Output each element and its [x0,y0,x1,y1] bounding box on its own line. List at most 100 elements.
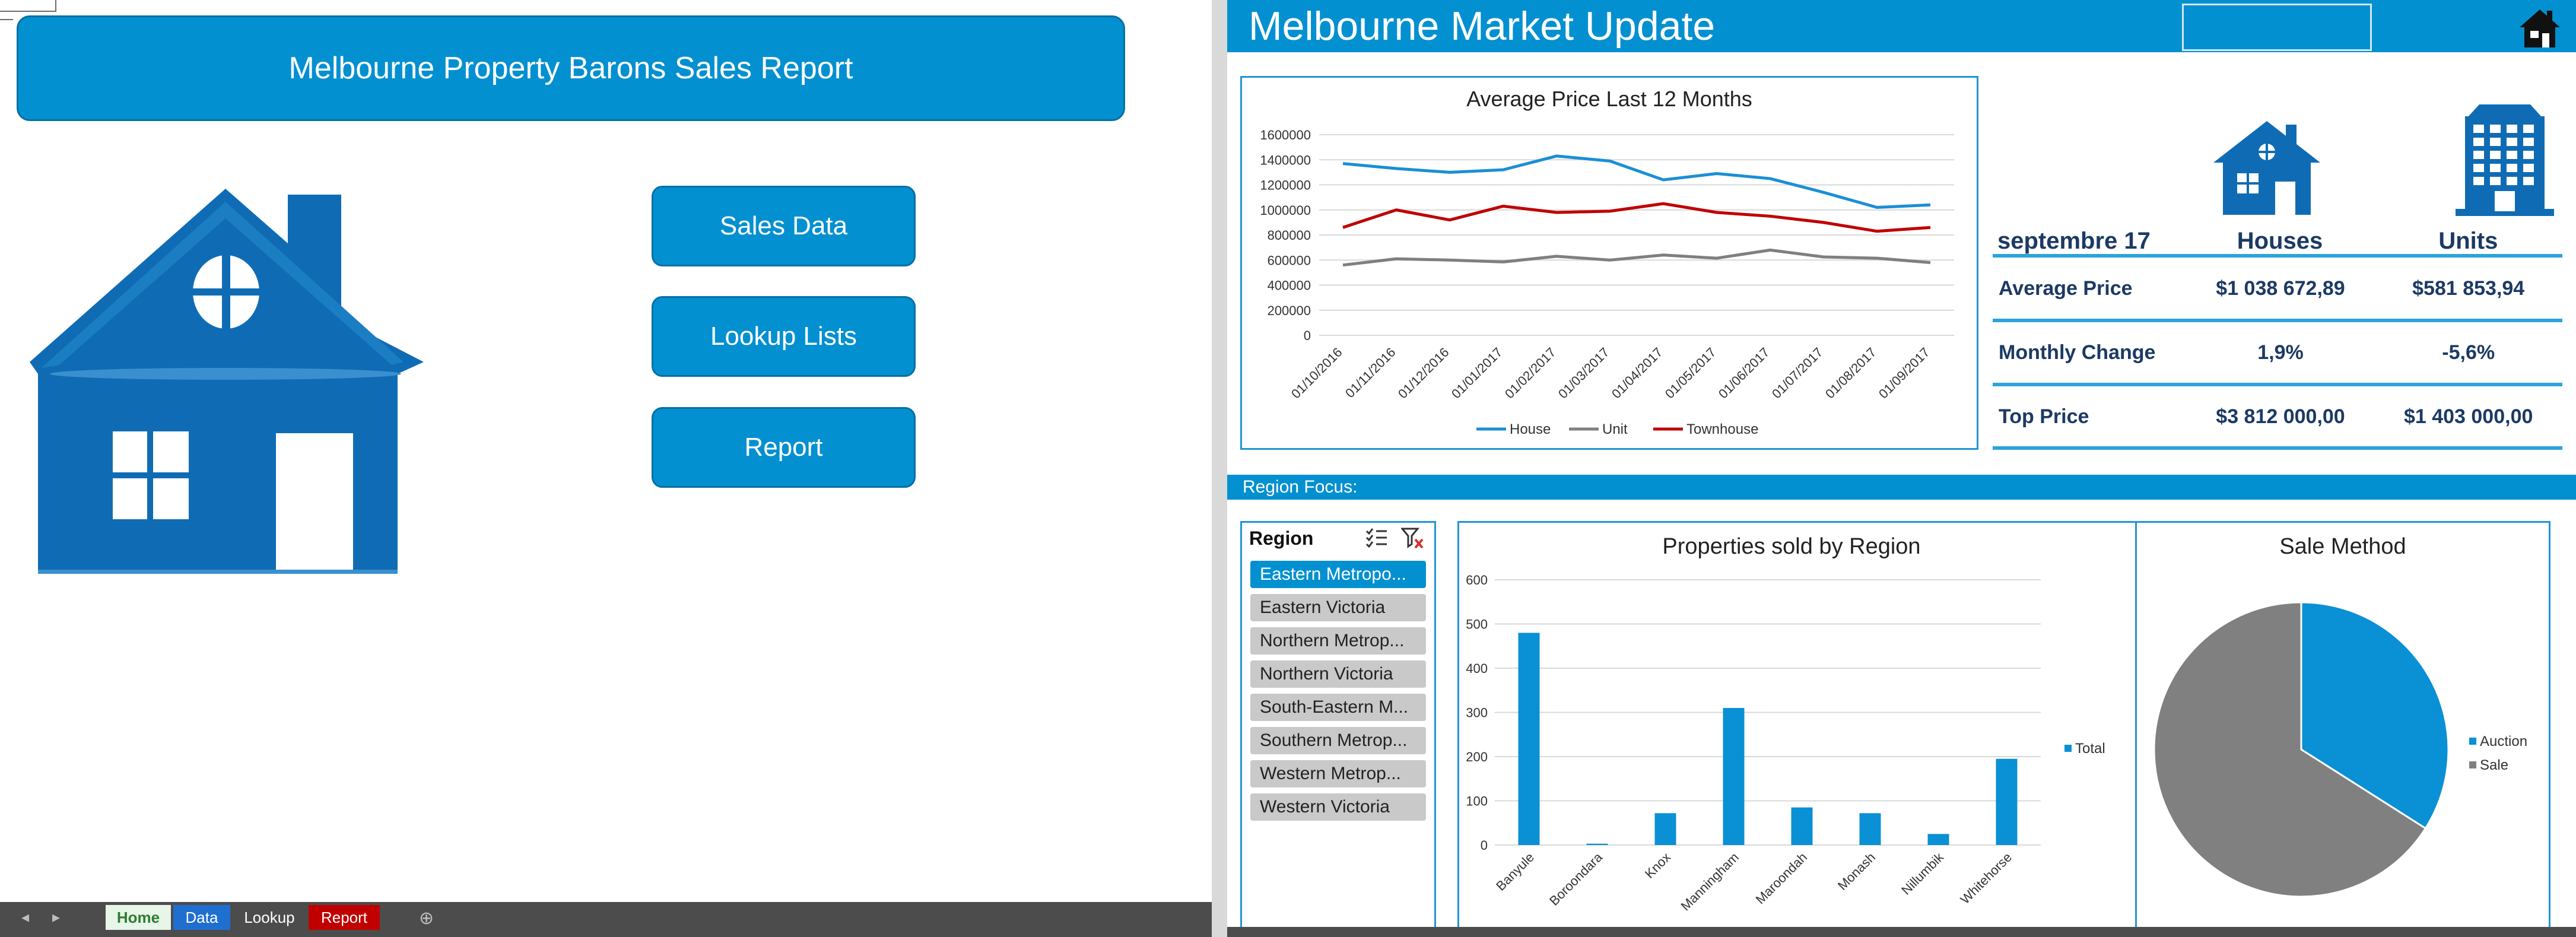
y-tick-label: 100 [1466,794,1488,809]
y-tick-label: 800000 [1268,228,1311,243]
sheet-tab-bar-strip [1227,927,2576,937]
report-button[interactable]: Report [652,407,916,488]
x-tick-label: 01/08/2017 [1822,345,1879,402]
y-tick-label: 600 [1466,573,1488,587]
stats-header-row: septembre 17 Houses Units [1993,211,2562,271]
stats-divider [1993,446,2562,450]
sheet-tab-report[interactable]: Report [309,905,380,930]
series-line-house [1342,154,1931,209]
slicer-item[interactable]: Southern Metrop... [1250,727,1426,754]
slicer-item[interactable]: South-Eastern M... [1250,694,1426,721]
monthly-change-row: Monthly Change 1,9% -5,6% [1993,323,2562,382]
average-price-row: Average Price $1 038 672,89 $581 853,94 [1993,259,2562,318]
units-column-header: Units [2438,227,2498,254]
selected-cell[interactable] [2182,4,2372,51]
slicer-item[interactable]: Western Metrop... [1250,760,1426,787]
x-tick-label: Nillumbik [1898,849,1946,897]
houses-value: 1,9% [2257,341,2304,364]
pie-slice-sale [2153,601,2427,898]
window-divider [1212,0,1227,937]
x-tick-label: Knox [1642,850,1673,881]
y-tick-label: 0 [1304,328,1311,343]
legend-label: Total [2075,741,2105,757]
legend-label: Auction [2480,733,2527,749]
x-tick-label: 01/01/2017 [1449,345,1505,402]
slicer-item[interactable]: Northern Metrop... [1250,627,1426,655]
stats-divider [1993,254,2562,258]
x-tick-label: 01/05/2017 [1662,345,1719,402]
grid-corner-cell[interactable] [0,0,56,12]
y-tick-label: 400000 [1268,278,1311,293]
pie-chart-panel: Sale Method Auction Sale [2135,521,2550,936]
y-tick-label: 1000000 [1260,203,1311,218]
x-tick-label: 01/07/2017 [1769,345,1826,402]
house-icon[interactable] [2518,7,2561,49]
x-tick-label: 01/06/2017 [1716,345,1773,402]
x-tick-label: 01/04/2017 [1609,345,1666,402]
region-focus-bar: Region Focus: [1227,475,2576,500]
house-icon [2213,121,2320,215]
sheet-tab-label: Home [116,908,160,926]
sheet-tab-lookup[interactable]: Lookup [233,905,306,930]
legend-label: Unit [1602,421,1628,437]
bar-whitehorse [1996,758,2018,845]
sheet-tab-home[interactable]: Home [106,905,171,930]
sheet-tab-data[interactable]: Data [173,905,230,930]
properties-by-region-bar-chart: Properties sold by Region 0 100 200 300 400 50… [1466,534,2105,913]
slicer-item[interactable]: Eastern Victoria [1250,594,1426,621]
sheet-prev-icon[interactable]: ◂ [21,908,30,926]
legend-swatch [2064,745,2072,752]
chart-title: Average Price Last 12 Months [1466,87,1752,111]
x-tick-label: Boroondara [1546,849,1606,909]
slicer-item[interactable]: Northern Victoria [1250,660,1426,688]
units-value: $581 853,94 [2412,277,2525,300]
y-tick-label: 1200000 [1260,178,1311,193]
bar-maroondah [1791,807,1813,845]
apartment-building-icon [2456,104,2554,216]
region-slicer: Region Eastern Metropo... Eastern Victori… [1240,521,1436,936]
slicer-item[interactable]: Western Victoria [1250,793,1426,821]
row-label: Monthly Change [1999,341,2156,364]
x-tick-label: Whitehorse [1958,850,2015,907]
units-value: $1 403 000,00 [2403,405,2533,428]
y-tick-label: 1400000 [1260,153,1311,167]
y-tick-label: 200 [1466,749,1488,764]
home-sheet-pane: Melbourne Property Barons Sales Report S… [0,0,1212,937]
bar-banyule [1518,633,1540,845]
lookup-lists-button[interactable]: Lookup Lists [652,296,916,377]
x-tick-label: 01/12/2016 [1395,345,1452,402]
stats-divider [1993,383,2562,386]
slicer-title: Region [1249,528,1314,549]
legend-label: House [1510,421,1551,437]
x-tick-label: Monash [1835,850,1878,893]
row-label: Average Price [1999,277,2133,300]
period-label: septembre 17 [1997,227,2151,254]
sales-data-button[interactable]: Sales Data [652,186,916,266]
series-line-townhouse [1342,202,1931,233]
houses-column-header: Houses [2237,227,2323,254]
bar-knox [1654,813,1676,845]
add-sheet-icon[interactable]: ⊕ [419,909,434,928]
chart-title: Properties sold by Region [1662,534,1920,559]
slicer-item[interactable]: Eastern Metropo... [1250,561,1426,588]
chart-title: Sale Method [2279,534,2406,559]
y-tick-label: 400 [1466,661,1488,676]
multi-select-icon[interactable] [1365,528,1388,548]
report-sheet-pane: Melbourne Market Update Average Price La… [1227,0,2576,937]
sheet-tab-label: Lookup [244,908,295,926]
x-tick-label: Banyule [1493,850,1537,894]
legend-label: Townhouse [1686,421,1758,437]
x-tick-label: 01/09/2017 [1876,345,1933,402]
dashboard-header [1227,0,2576,52]
top-price-row: Top Price $3 812 000,00 $1 403 000,00 [1993,387,2562,446]
stats-divider [1993,319,2562,322]
dashboard-title: Melbourne Market Update [1249,4,1716,49]
sheet-next-icon[interactable]: ▸ [52,908,61,926]
clear-filter-icon[interactable] [1401,528,1424,549]
y-tick-label: 500 [1466,617,1488,632]
x-tick-label: 01/02/2017 [1502,345,1559,402]
units-value: -5,6% [2442,341,2495,364]
bar-manningham [1723,708,1745,845]
x-tick-label: 01/03/2017 [1555,345,1612,402]
y-tick-label: 1600000 [1260,128,1311,142]
